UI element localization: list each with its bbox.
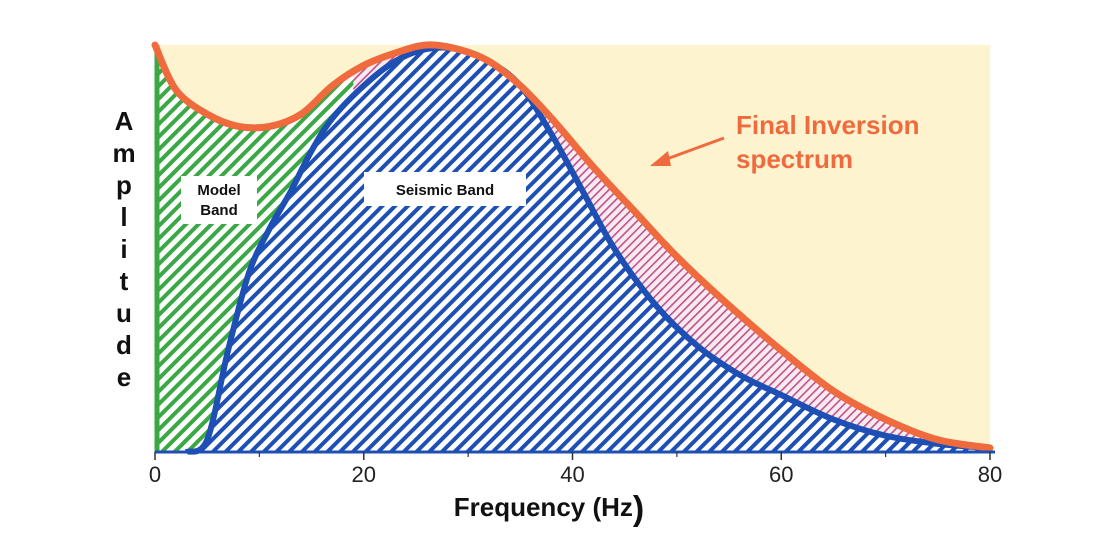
- y-axis-title-char: t: [120, 266, 129, 296]
- model-band-line1: Model: [197, 182, 240, 199]
- final-inversion-line2: spectrum: [736, 144, 853, 174]
- final-inversion-line1: Final Inversion: [736, 110, 920, 140]
- x-axis-title-main: Frequency (Hz: [454, 492, 633, 522]
- final-inversion-annotation: Final Inversion spectrum: [650, 110, 920, 174]
- x-axis-title: Frequency (Hz): [454, 490, 644, 528]
- final-inversion-arrow-shaft: [663, 136, 725, 162]
- y-axis-title-char: d: [116, 330, 132, 360]
- seismic-band-box: [364, 172, 526, 206]
- seismic-band-area: [186, 47, 991, 453]
- y-axis-title-char: i: [120, 234, 127, 264]
- x-tick-label-60: 60: [769, 462, 793, 487]
- model-band-line2: Band: [200, 202, 238, 219]
- seismic-band-label: Seismic Band: [364, 172, 526, 206]
- spectrum-curves: [151, 41, 994, 455]
- x-axis-title-paren: ): [633, 490, 644, 528]
- final-inversion-curve: [151, 41, 994, 452]
- y-axis-title-char: l: [120, 202, 127, 232]
- seismic-band-text: Seismic Band: [396, 182, 494, 199]
- x-ticks: 0 20 40 60 80: [149, 452, 1002, 487]
- final-inversion-arrow-head: [650, 151, 671, 166]
- model-band-box: [181, 176, 257, 224]
- x-tick-label-20: 20: [352, 462, 376, 487]
- x-tick-label-80: 80: [978, 462, 1002, 487]
- y-axis-title-char: e: [117, 362, 131, 392]
- y-axis-title-char: m: [112, 138, 135, 168]
- y-axis-title-char: A: [115, 106, 134, 136]
- y-axis-title-char: p: [116, 170, 132, 200]
- y-axis-title-char: u: [116, 298, 132, 328]
- model-band-label: Model Band: [181, 176, 257, 224]
- x-tick-label-40: 40: [560, 462, 584, 487]
- x-tick-label-0: 0: [149, 462, 161, 487]
